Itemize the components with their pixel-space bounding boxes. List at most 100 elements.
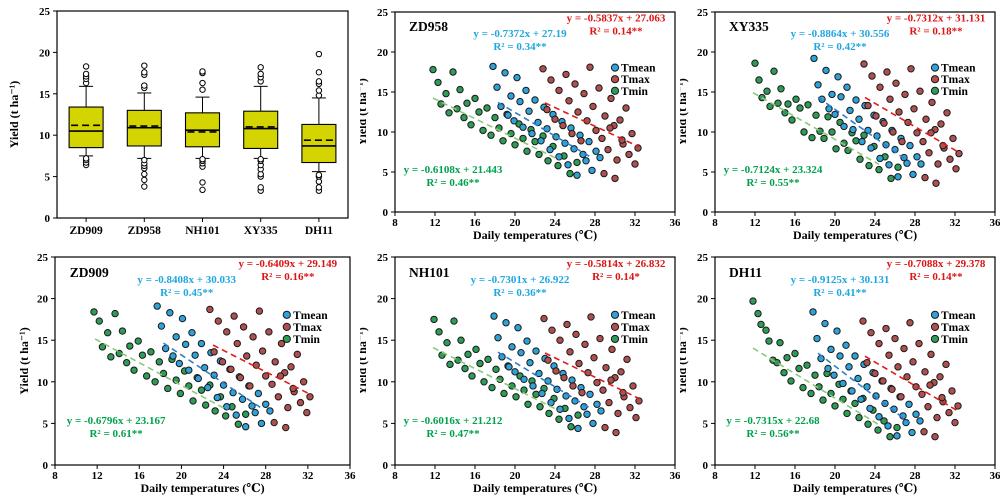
tmax-point <box>938 393 946 402</box>
x-tick-label: 8 <box>52 470 58 482</box>
tmax-point <box>552 367 560 375</box>
tmin-point <box>751 59 759 67</box>
tmean-point <box>875 413 883 421</box>
tmin-point <box>130 366 138 374</box>
tmean-point <box>537 137 545 145</box>
tmin-point <box>776 338 784 347</box>
tmean-point <box>840 122 848 131</box>
tmax-legend-marker-icon <box>610 322 620 331</box>
tmean-point <box>556 405 564 413</box>
tmean-point <box>505 363 513 371</box>
tmax-point <box>635 397 643 405</box>
tmean-point <box>489 62 497 71</box>
tmax-point <box>243 352 251 360</box>
tmax-point <box>595 84 603 92</box>
points-tmin <box>429 65 581 178</box>
tmax-point <box>926 381 934 389</box>
tmax-point <box>572 330 580 339</box>
tmean-point <box>535 369 543 378</box>
x-tick-label: 12 <box>430 217 442 229</box>
tmin-point <box>749 297 757 305</box>
tmax-point <box>925 149 933 157</box>
tmin-point <box>856 155 864 163</box>
tmax-point <box>551 115 559 123</box>
tmax-point <box>271 358 279 366</box>
tmax-point <box>604 145 612 154</box>
tmax-point <box>933 413 941 422</box>
tmax-point <box>614 409 622 418</box>
tmax-point <box>864 101 872 110</box>
tmin-point <box>449 68 457 76</box>
tmax-equation-text: y = -0.7088x + 29.378 <box>887 258 986 270</box>
tmean-point <box>251 408 259 417</box>
x-axis: 8 12 16 20 24 28 32 36 <box>52 465 356 482</box>
tmax-point <box>946 155 954 163</box>
tmin-point <box>808 133 816 142</box>
tmax-point <box>239 323 248 331</box>
tmax-point <box>863 358 871 367</box>
tmean-point <box>191 351 199 359</box>
tmin-point <box>499 137 507 145</box>
tmin-r2-text: R² = 0.61** <box>89 428 143 440</box>
x-tick-label: 36 <box>670 217 681 229</box>
x-tick-label: 32 <box>950 470 962 482</box>
tmax-point <box>871 369 879 378</box>
tmax-legend-marker-icon <box>930 322 940 331</box>
tmax-point <box>889 128 897 136</box>
tmean-point <box>213 393 221 402</box>
tmean-point <box>555 153 563 161</box>
tmean-point <box>843 83 851 91</box>
tmax-r2-text: R² = 0.14** <box>589 26 643 38</box>
tmin-point <box>457 336 465 344</box>
tmin-point <box>475 108 483 116</box>
tmean-point <box>857 395 865 403</box>
tmax-point <box>882 324 890 333</box>
tmin-legend-label: Tmin <box>941 334 968 346</box>
tmin-point <box>788 116 796 124</box>
tmax-point <box>894 363 902 371</box>
tmax-point <box>255 307 264 315</box>
y-tick-label: 15 <box>377 335 389 347</box>
tmin-point <box>893 423 901 432</box>
y-tick-label: 0 <box>383 207 389 219</box>
tmean-point <box>852 96 860 104</box>
tmin-point <box>467 121 475 129</box>
tmin-point <box>118 327 127 335</box>
tmin-point <box>851 399 859 408</box>
tmean-point <box>854 374 862 383</box>
tmean-point <box>813 334 821 343</box>
tmax-point <box>602 363 610 372</box>
tmax-r2-text: R² = 0.14* <box>592 271 640 283</box>
tmin-equation-text: y = -0.7315x + 22.68 <box>726 415 820 427</box>
tmean-point <box>592 147 600 155</box>
tmax-equation-text: y = -0.5814x + 26.832 <box>567 258 666 270</box>
tmax-point <box>927 350 935 359</box>
points-tmax <box>206 305 314 432</box>
legend-item-tmin: Tmin <box>282 334 321 346</box>
x-axis-title: Daily temperatures (℃) <box>473 481 597 495</box>
tmin-legend-marker-icon <box>610 334 620 344</box>
tmean-point <box>519 123 527 131</box>
tmax-point <box>875 339 883 348</box>
tmax-point <box>571 80 579 88</box>
tmax-point <box>931 433 939 441</box>
y-axis: 0 5 10 15 20 25 <box>697 252 715 472</box>
tmean-point <box>836 352 844 360</box>
trendline-tmax <box>212 344 313 396</box>
x-tick-label: 20 <box>510 470 522 482</box>
tmax-point <box>569 382 577 390</box>
x-tick-label: 36 <box>670 470 681 482</box>
tmin-point <box>566 169 574 178</box>
outlier-point <box>141 69 148 76</box>
tmax-point <box>606 124 614 132</box>
tmin-point <box>864 420 872 428</box>
tmean-point <box>169 352 177 360</box>
x-tick-label: 36 <box>990 217 1000 229</box>
tmean-point <box>522 86 530 95</box>
